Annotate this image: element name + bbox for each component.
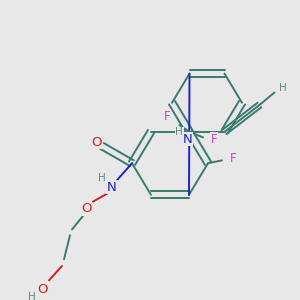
Text: F: F: [230, 152, 236, 165]
Text: H: H: [176, 127, 183, 137]
Text: F: F: [211, 133, 217, 146]
Text: O: O: [81, 202, 91, 215]
Text: H: H: [98, 172, 106, 183]
Text: F: F: [164, 110, 171, 123]
Text: O: O: [92, 136, 102, 148]
Text: N: N: [182, 133, 192, 146]
Text: O: O: [37, 283, 47, 296]
Text: N: N: [107, 181, 117, 194]
Text: H: H: [279, 83, 286, 93]
Text: H: H: [28, 292, 36, 300]
